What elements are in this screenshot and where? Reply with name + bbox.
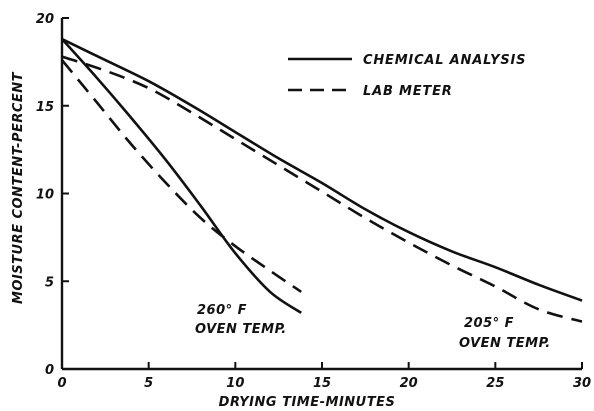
- legend-label-lab-meter: LAB METER: [363, 84, 453, 99]
- y-tick-label-5: 5: [45, 275, 54, 290]
- annotation-205f-line1: 205° F: [464, 316, 514, 331]
- annotation-260f-line2: OVEN TEMP.: [195, 322, 287, 337]
- annotation-260f: 260° F OVEN TEMP.: [195, 303, 287, 337]
- annotation-205f-line2: OVEN TEMP.: [459, 336, 551, 351]
- annotation-205f: 205° F OVEN TEMP.: [459, 316, 551, 351]
- x-axis-title: DRYING TIME-MINUTES: [219, 395, 396, 410]
- x-tick-label-30: 30: [573, 376, 591, 391]
- x-tick-label-25: 25: [486, 376, 504, 391]
- annotation-260f-line1: 260° F: [197, 303, 247, 318]
- y-tick-label-15: 15: [36, 100, 54, 115]
- x-tick-label-0: 0: [57, 376, 66, 391]
- legend-label-chemical-analysis: CHEMICAL ANALYSIS: [363, 53, 526, 68]
- series-line-1-solid: [61, 38, 302, 314]
- series-lines: [60, 37, 583, 323]
- x-tick-label-10: 10: [226, 376, 244, 391]
- series-line-2-dashed: [60, 59, 302, 293]
- x-tick-label-5: 5: [144, 376, 153, 391]
- legend: CHEMICAL ANALYSIS LAB METER: [288, 53, 526, 99]
- series-line-3-solid: [61, 37, 583, 302]
- y-tick-label-20: 20: [36, 12, 54, 27]
- y-tick-label-0: 0: [45, 363, 54, 378]
- y-tick-label-10: 10: [36, 188, 54, 203]
- x-tick-label-20: 20: [400, 376, 418, 391]
- y-tick-labels: 0 5 10 15 20: [36, 12, 54, 378]
- tick-marks: [62, 17, 583, 369]
- y-axis-title: MOISTURE CONTENT-PERCENT: [11, 71, 26, 304]
- x-tick-labels: 0 5 10 15 20 25 30: [57, 376, 591, 391]
- series-line-4-dashed: [61, 55, 583, 323]
- x-tick-label-15: 15: [313, 376, 331, 391]
